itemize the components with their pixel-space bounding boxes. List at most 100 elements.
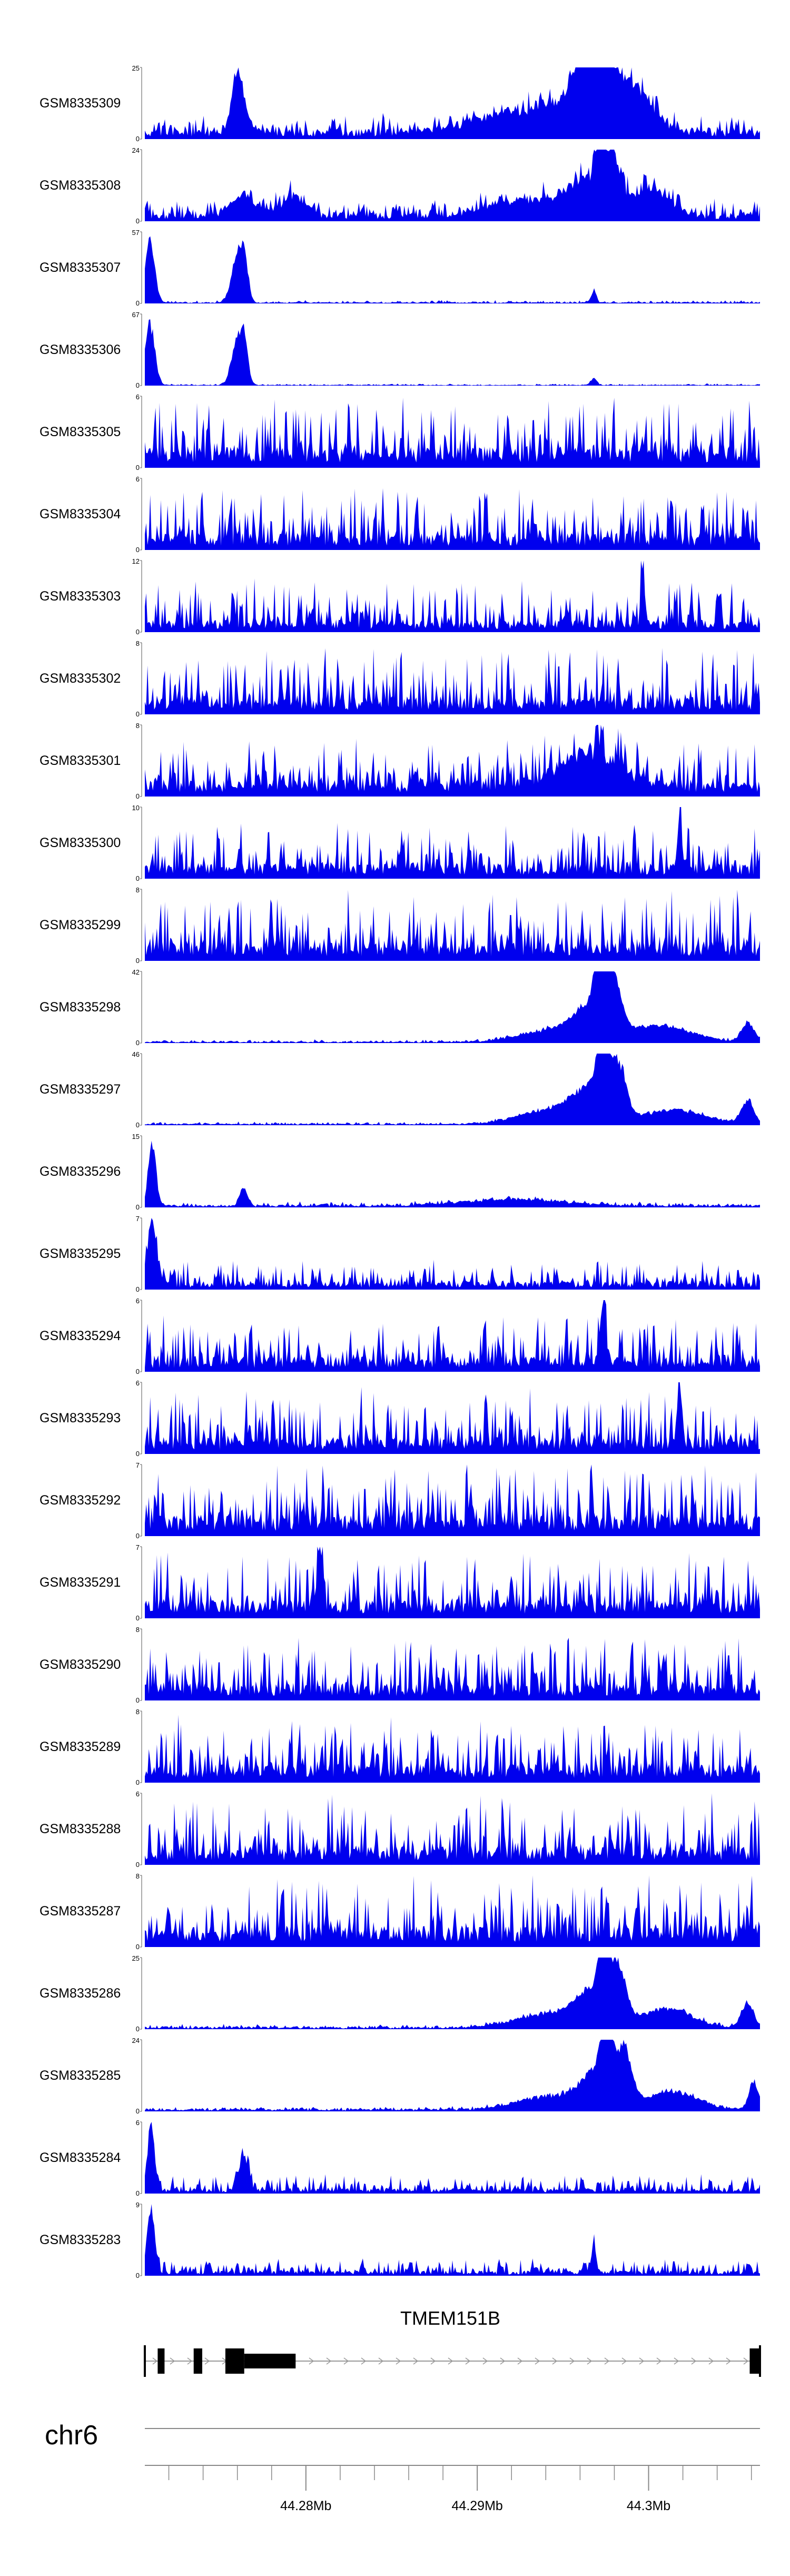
track-label: GSM8335283	[39, 2233, 121, 2247]
axis-marks: 44.28Mb 44.29Mb 44.3Mb	[145, 2428, 760, 2513]
track-ymin-label: 0	[136, 1614, 140, 1622]
track-ymax-label: 6	[136, 1790, 140, 1798]
strand-arrow	[152, 2357, 158, 2365]
track-label: GSM8335288	[39, 1822, 121, 1836]
track-label: GSM8335305	[39, 425, 121, 439]
coverage-area	[145, 488, 760, 550]
track-ymax-label: 9	[136, 2201, 140, 2209]
coverage-area	[145, 890, 760, 961]
track-ymax-label: 6	[136, 1379, 140, 1387]
track-label: GSM8335309	[39, 96, 121, 111]
strand-arrow	[691, 2357, 697, 2365]
strand-arrow	[430, 2357, 436, 2365]
track-ymax-label: 8	[136, 886, 140, 894]
coverage-area	[145, 1300, 760, 1372]
track: GSM8335303 12 0	[39, 557, 760, 636]
track: GSM8335287 8 0	[39, 1872, 760, 1951]
coverage-area	[145, 1140, 760, 1207]
track-ymax-label: 8	[136, 1708, 140, 1716]
strand-arrow	[569, 2357, 575, 2365]
coverage-area	[145, 807, 760, 879]
track: GSM8335306 67 0	[39, 311, 760, 389]
coverage-area	[145, 1547, 760, 1618]
track-ymax-label: 8	[136, 1872, 140, 1880]
strand-arrow	[708, 2357, 714, 2365]
track: GSM8335288 6 0	[39, 1790, 760, 1869]
exon	[225, 2348, 244, 2374]
track-ymax-label: 10	[132, 804, 140, 812]
track: GSM8335293 6 0	[39, 1379, 760, 1458]
track: GSM8335283 9 0	[39, 2201, 760, 2279]
track-label: GSM8335302	[39, 671, 121, 686]
coverage-area	[145, 1218, 760, 1290]
track: GSM8335300 10 0	[39, 804, 760, 882]
track-label: GSM8335306	[39, 342, 121, 357]
track: GSM8335289 8 0	[39, 1708, 760, 1786]
track-ymin-label: 0	[136, 628, 140, 636]
track-label: GSM8335304	[39, 507, 121, 522]
track-ymax-label: 8	[136, 1626, 140, 1634]
track-ymin-label: 0	[136, 2189, 140, 2197]
strand-arrow	[413, 2357, 419, 2365]
coverage-area	[145, 725, 760, 797]
axis-tick-label: 44.28Mb	[280, 2499, 331, 2513]
coverage-area	[145, 971, 760, 1043]
strand-arrow	[361, 2357, 367, 2365]
strand-arrow	[326, 2357, 332, 2365]
exon	[749, 2348, 759, 2374]
track-ymin-label: 0	[136, 1121, 140, 1129]
coverage-area	[145, 1958, 760, 2029]
strand-arrow	[674, 2357, 679, 2365]
track: GSM8335299 8 0	[39, 886, 760, 965]
track: GSM8335296 15 0	[39, 1133, 760, 1211]
gene-label: TMEM151B	[400, 2307, 500, 2329]
track-ymin-label: 0	[136, 135, 140, 143]
track-ymax-label: 6	[136, 475, 140, 483]
track-ymax-label: 25	[132, 64, 140, 72]
strand-arrow	[343, 2357, 349, 2365]
track-label: GSM8335290	[39, 1657, 121, 1672]
track: GSM8335297 46 0	[39, 1050, 760, 1129]
track-label: GSM8335285	[39, 2068, 121, 2083]
track: GSM8335301 8 0	[39, 722, 760, 800]
exon	[759, 2345, 761, 2377]
strand-arrow	[170, 2357, 175, 2365]
track-ymin-label: 0	[136, 1696, 140, 1704]
strand-arrow	[552, 2357, 558, 2365]
coverage-area	[145, 1638, 760, 1700]
track-ymax-label: 7	[136, 1543, 140, 1551]
track-ymin-label: 0	[136, 381, 140, 389]
strand-arrow	[465, 2357, 471, 2365]
track-ymin-label: 0	[136, 1778, 140, 1786]
track-ymax-label: 46	[132, 1050, 140, 1058]
track-ymin-label: 0	[136, 2272, 140, 2279]
track-ymin-label: 0	[136, 1943, 140, 1951]
strand-arrow	[656, 2357, 662, 2365]
coverage-area	[145, 2204, 760, 2276]
strand-arrow	[482, 2357, 488, 2365]
axis-tick-label: 44.3Mb	[627, 2499, 670, 2513]
track-label: GSM8335289	[39, 1739, 121, 1754]
strand-arrow	[378, 2357, 384, 2365]
track-ymax-label: 6	[136, 1297, 140, 1305]
track-label: GSM8335286	[39, 1986, 121, 2001]
gene-track: TMEM151B	[144, 2307, 761, 2377]
track-ymax-label: 8	[136, 640, 140, 647]
track-ymin-label: 0	[136, 1861, 140, 1869]
track-label: GSM8335284	[39, 2150, 121, 2165]
strand-arrow	[204, 2357, 210, 2365]
strand-arrow	[726, 2357, 732, 2365]
track-label: GSM8335297	[39, 1082, 121, 1097]
track-ymax-label: 67	[132, 311, 140, 319]
track: GSM8335285 24 0	[39, 2037, 760, 2115]
track-label: GSM8335294	[39, 1329, 121, 1343]
coverage-area	[145, 561, 760, 632]
genome-axis: chr6 44.28Mb 44.29Mb 44.3Mb	[45, 2420, 760, 2513]
track: GSM8335304 6 0	[39, 475, 760, 554]
track: GSM8335298 42 0	[39, 968, 760, 1047]
track-ymax-label: 7	[136, 1215, 140, 1223]
track-ymax-label: 42	[132, 968, 140, 976]
coverage-area	[145, 319, 760, 386]
track-ymin-label: 0	[136, 957, 140, 965]
track-ymin-label: 0	[136, 546, 140, 554]
